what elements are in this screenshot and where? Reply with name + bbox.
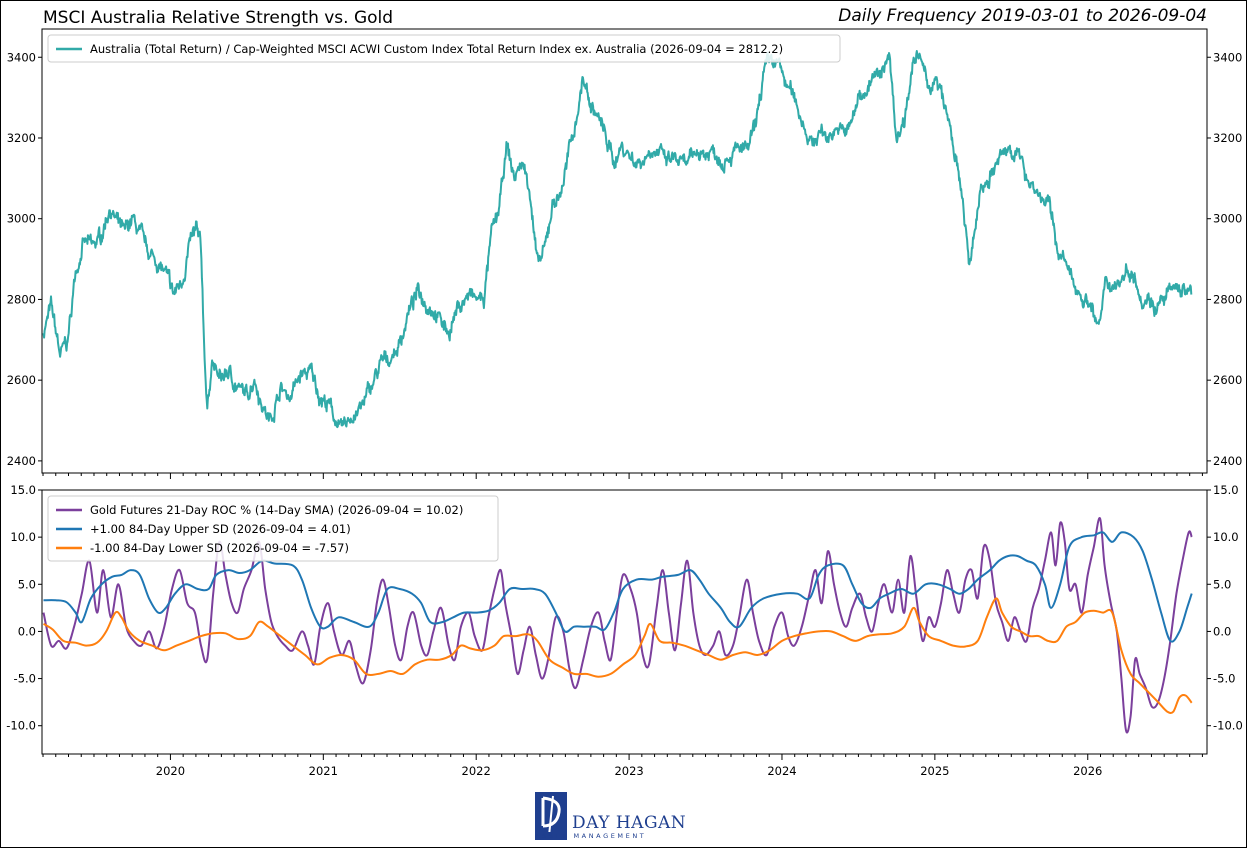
x-tick-label: 2020 bbox=[156, 764, 185, 778]
chart-title: MSCI Australia Relative Strength vs. Gol… bbox=[43, 8, 394, 28]
x-tick-label: 2025 bbox=[920, 764, 949, 778]
y-tick-label-right: 15.0 bbox=[1213, 483, 1239, 497]
logo-mark-icon bbox=[535, 792, 567, 840]
logo-subtext: ASSET MANAGEMENT bbox=[535, 832, 647, 840]
y-tick-label-right: 3400 bbox=[1213, 50, 1242, 64]
y-tick-label-left: 3400 bbox=[7, 50, 36, 64]
y-tick-label-right: 0.0 bbox=[1213, 624, 1231, 638]
y-tick-label-left: 3200 bbox=[7, 131, 36, 145]
y-tick-label-left: 2600 bbox=[7, 373, 36, 387]
y-tick-label-left: 2400 bbox=[7, 454, 36, 468]
legend bbox=[47, 495, 499, 562]
legend-label: Australia (Total Return) / Cap-Weighted … bbox=[90, 42, 783, 56]
logo-dh-icon bbox=[535, 792, 567, 840]
y-tick-label-right: 10.0 bbox=[1213, 530, 1239, 544]
y-tick-label-left: 15.0 bbox=[10, 483, 36, 497]
series-line-lower-sd bbox=[43, 597, 1193, 715]
legend-label: +1.00 84-Day Upper SD (2026-09-04 = 4.01… bbox=[90, 522, 351, 536]
x-tick-label: 2026 bbox=[1073, 764, 1102, 778]
y-tick-label-right: -10.0 bbox=[1213, 719, 1243, 733]
y-tick-label-left: 5.0 bbox=[18, 577, 36, 591]
bottom-panel: -10.0 -10.0 -5.0 -5.0 0.0 0.0 5.0 5.0 10.0 10.0 15… bbox=[6, 483, 1243, 778]
series-line-upper-sd bbox=[43, 531, 1193, 643]
x-tick-label: 2023 bbox=[614, 764, 643, 778]
plot-area bbox=[41, 28, 1208, 474]
company-logo: DAY HAGAN ASSET MANAGEMENT bbox=[535, 792, 686, 842]
y-tick-label-left: 0.0 bbox=[18, 624, 36, 638]
y-tick-label-right: 3200 bbox=[1213, 131, 1242, 145]
plot-area bbox=[41, 489, 1208, 755]
y-tick-label-left: -5.0 bbox=[14, 672, 36, 686]
y-tick-label-right: 5.0 bbox=[1213, 577, 1231, 591]
y-tick-label-left: 10.0 bbox=[10, 530, 36, 544]
legend bbox=[47, 34, 841, 63]
x-tick-label: 2021 bbox=[309, 764, 338, 778]
y-tick-label-right: -5.0 bbox=[1213, 672, 1235, 686]
legend-label: -1.00 84-Day Lower SD (2026-09-04 = -7.5… bbox=[90, 541, 349, 555]
y-tick-label-left: 2800 bbox=[7, 292, 36, 306]
y-tick-label-left: -10.0 bbox=[6, 719, 36, 733]
logo-name: DAY HAGAN bbox=[572, 813, 687, 833]
y-tick-label-right: 2400 bbox=[1213, 454, 1242, 468]
legend-label: Gold Futures 21-Day ROC % (14-Day SMA) (… bbox=[90, 503, 463, 517]
x-tick-label: 2022 bbox=[462, 764, 491, 778]
top-panel: 2400 2400 2600 2600 2800 2800 3000 3000 3200 3200… bbox=[7, 28, 1242, 479]
series-line-australia-relative-strength bbox=[42, 50, 1193, 429]
y-tick-label-left: 3000 bbox=[7, 212, 36, 226]
x-tick-label: 2024 bbox=[767, 764, 796, 778]
y-tick-label-right: 3000 bbox=[1213, 212, 1242, 226]
y-tick-label-right: 2800 bbox=[1213, 292, 1242, 306]
chart-subtitle: Daily Frequency 2019-03-01 to 2026-09-04 bbox=[838, 6, 1207, 26]
y-tick-label-right: 2600 bbox=[1213, 373, 1242, 387]
